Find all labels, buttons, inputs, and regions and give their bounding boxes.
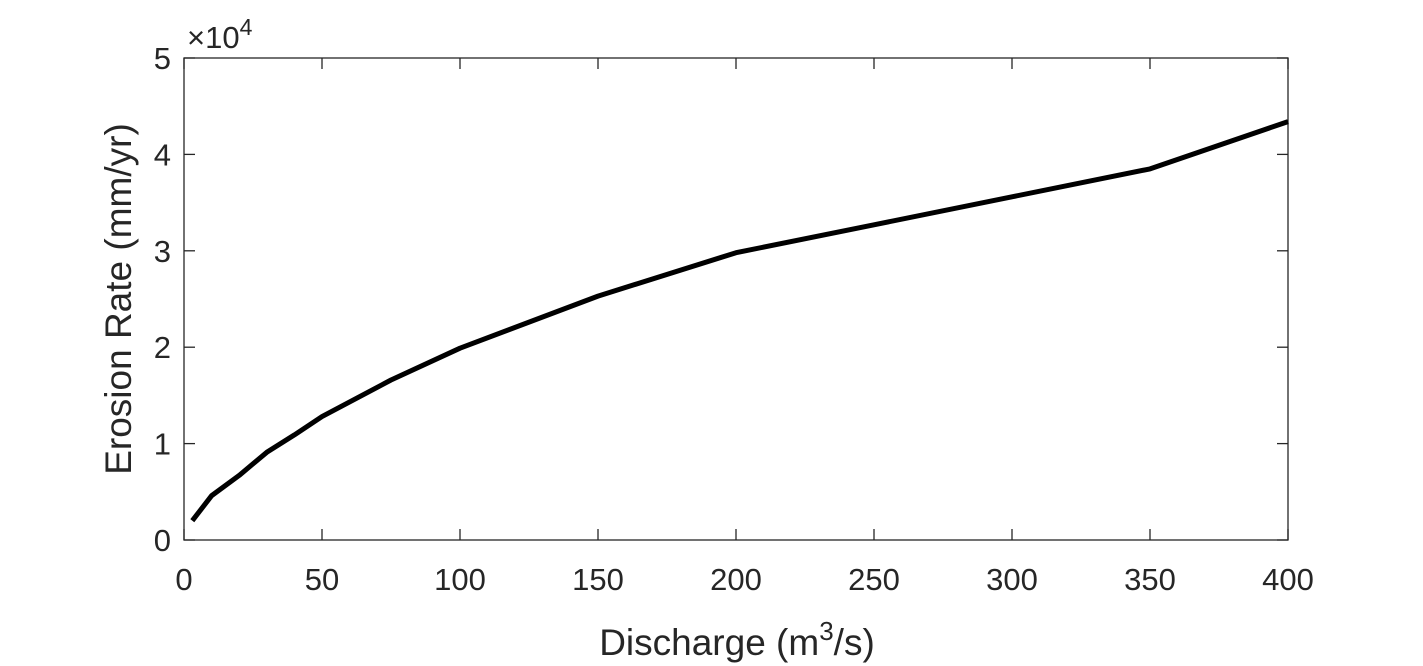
series <box>190 119 1289 523</box>
y-tick-label: 2 <box>154 330 171 365</box>
y-tick-label: 0 <box>154 523 171 558</box>
y-tick-label: 5 <box>154 41 171 76</box>
ticks: 0 50 100 150 200 250 300 350 400 0 1 2 3 4 5 <box>154 41 1314 597</box>
y-tick-label: 3 <box>154 234 171 269</box>
y-tick-label: 1 <box>154 427 171 462</box>
y-tick-label: 4 <box>154 137 171 172</box>
series-line <box>190 119 1289 523</box>
x-tick-label: 400 <box>1262 562 1314 597</box>
axes <box>183 57 1289 541</box>
x-tick-label: 0 <box>175 562 192 597</box>
x-tick-label: 350 <box>1124 562 1176 597</box>
x-tick-label: 100 <box>434 562 486 597</box>
plot-box <box>183 57 1289 541</box>
x-tick-label: 150 <box>572 562 624 597</box>
y-axis-exponent: ×104 <box>187 14 253 55</box>
x-axis-label: Discharge (m3/s) <box>599 616 875 663</box>
x-tick-label: 300 <box>986 562 1038 597</box>
y-axis-label: Erosion Rate (mm/yr) <box>98 123 139 475</box>
x-tick-label: 250 <box>848 562 900 597</box>
x-tick-label: 200 <box>710 562 762 597</box>
x-tick-label: 50 <box>305 562 339 597</box>
